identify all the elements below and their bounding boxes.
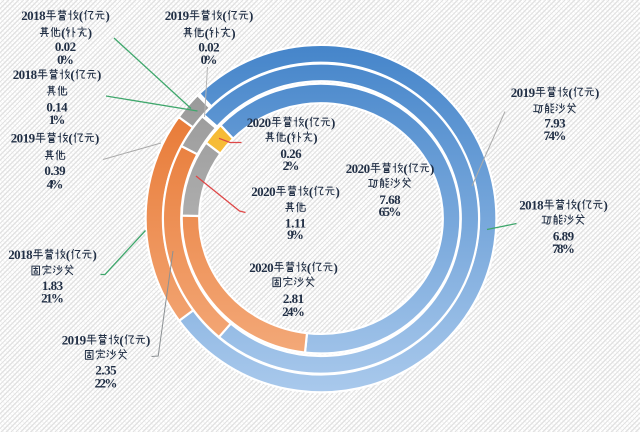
- svg-text:0.02: 0.02: [198, 39, 219, 54]
- svg-text:1.83: 1.83: [42, 278, 64, 293]
- svg-text:21%: 21%: [41, 291, 64, 306]
- svg-text:): ): [231, 25, 235, 40]
- svg-text:(: (: [79, 8, 83, 23]
- svg-text:7.93: 7.93: [544, 116, 566, 131]
- svg-text:(: (: [119, 332, 123, 347]
- svg-text:): ): [595, 85, 599, 100]
- svg-text:2019: 2019: [165, 8, 190, 23]
- svg-text:24%: 24%: [282, 304, 305, 319]
- svg-text:): ): [313, 130, 317, 145]
- svg-text:(: (: [222, 8, 226, 23]
- svg-text:2.35: 2.35: [95, 363, 117, 378]
- svg-text:2019: 2019: [511, 85, 536, 100]
- svg-text:0.39: 0.39: [44, 163, 66, 178]
- svg-text:2020: 2020: [251, 184, 275, 199]
- svg-text:(: (: [287, 130, 291, 145]
- svg-text:0%: 0%: [57, 52, 74, 67]
- svg-text:4%: 4%: [47, 177, 64, 192]
- svg-text:2020: 2020: [346, 161, 370, 176]
- svg-text:2.81: 2.81: [283, 291, 304, 306]
- svg-text:2018: 2018: [519, 197, 544, 212]
- svg-text:(: (: [577, 197, 581, 212]
- svg-text:2018: 2018: [8, 247, 33, 262]
- svg-text:2019: 2019: [62, 332, 87, 347]
- svg-text:2%: 2%: [283, 158, 300, 173]
- svg-text:): ): [95, 131, 99, 146]
- svg-text:6.89: 6.89: [553, 229, 575, 244]
- svg-text:0%: 0%: [201, 52, 218, 67]
- svg-text:(: (: [307, 260, 311, 275]
- svg-text:(: (: [568, 85, 572, 100]
- svg-text:(: (: [304, 115, 308, 130]
- svg-text:78%: 78%: [552, 241, 575, 256]
- svg-text:0.14: 0.14: [46, 100, 68, 115]
- svg-text:): ): [92, 247, 96, 262]
- svg-text:): ): [105, 8, 109, 23]
- svg-text:(: (: [68, 131, 72, 146]
- svg-text:): ): [88, 25, 92, 40]
- svg-text:): ): [603, 197, 607, 212]
- svg-text:(: (: [403, 161, 407, 176]
- svg-text:): ): [331, 115, 335, 130]
- svg-text:65%: 65%: [379, 204, 402, 219]
- svg-text:1.11: 1.11: [285, 215, 306, 230]
- svg-text:7.68: 7.68: [379, 192, 401, 207]
- svg-text:0.26: 0.26: [280, 146, 302, 161]
- svg-text:(: (: [70, 67, 74, 82]
- svg-text:): ): [249, 8, 253, 23]
- svg-text:): ): [430, 161, 434, 176]
- svg-text:2018: 2018: [21, 8, 46, 23]
- svg-text:2018: 2018: [13, 67, 38, 82]
- svg-text:(: (: [309, 184, 313, 199]
- svg-text:2019: 2019: [11, 131, 36, 146]
- svg-text:74%: 74%: [544, 128, 567, 143]
- svg-text:): ): [333, 260, 337, 275]
- svg-text:0.02: 0.02: [55, 39, 76, 54]
- svg-text:2020: 2020: [247, 115, 271, 130]
- svg-text:): ): [146, 332, 150, 347]
- svg-text:(: (: [66, 247, 70, 262]
- svg-text:(: (: [205, 25, 209, 40]
- svg-text:1%: 1%: [49, 112, 66, 127]
- svg-text:9%: 9%: [287, 227, 304, 242]
- svg-text:22%: 22%: [95, 376, 118, 391]
- svg-text:): ): [335, 184, 339, 199]
- svg-text:2020: 2020: [249, 260, 273, 275]
- svg-text:): ): [97, 67, 101, 82]
- svg-text:(: (: [61, 25, 65, 40]
